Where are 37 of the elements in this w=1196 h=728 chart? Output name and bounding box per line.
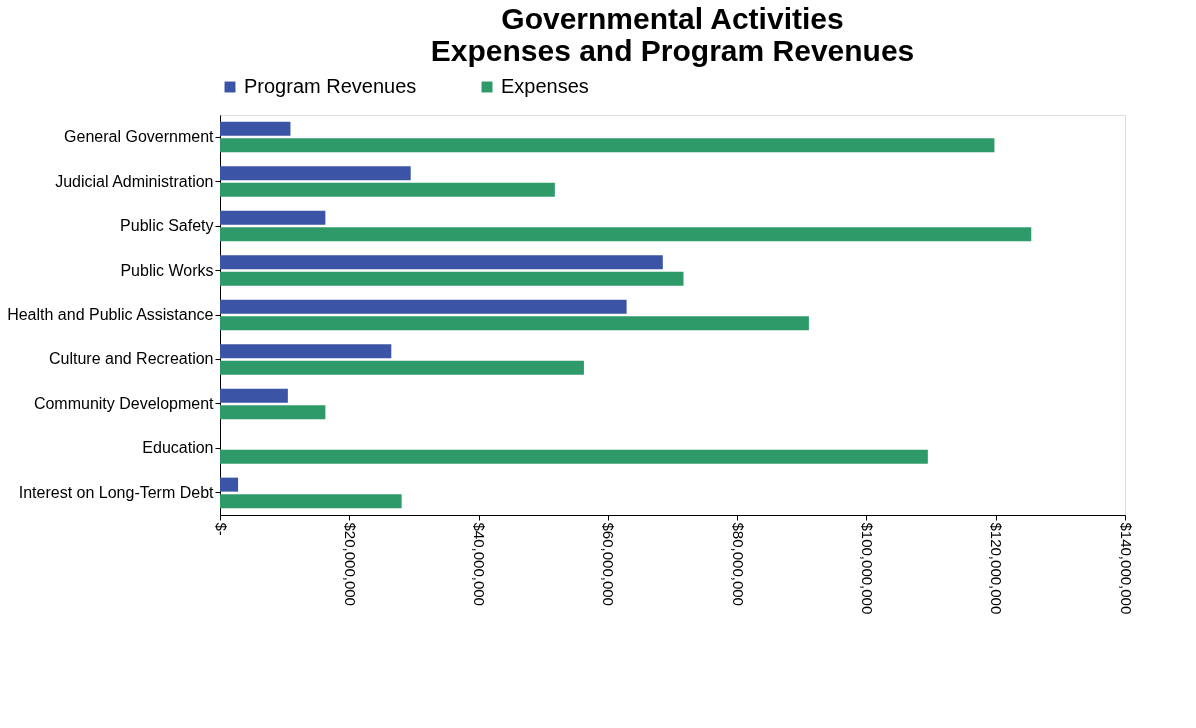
bar xyxy=(220,299,627,314)
y-tick-label: Health and Public Assistance xyxy=(7,306,214,323)
y-tick-label: General Government xyxy=(64,128,215,146)
bar xyxy=(220,449,928,464)
bar xyxy=(220,316,809,331)
x-tick-label: $140,000,000 xyxy=(1117,522,1135,615)
bar xyxy=(220,227,1032,242)
bar xyxy=(220,494,402,509)
y-tick-label: Interest on Long-Term Debt xyxy=(18,483,215,501)
bar xyxy=(220,166,411,181)
legend-label: Program Revenues xyxy=(244,75,417,97)
x-tick-label: $100,000,000 xyxy=(858,522,876,615)
bar xyxy=(220,405,326,420)
legend-label: Expenses xyxy=(501,75,589,97)
bar xyxy=(220,255,663,270)
y-tick-label: Community Development xyxy=(33,394,215,412)
x-tick-label: $20,000,000 xyxy=(341,522,359,606)
bar xyxy=(220,210,326,225)
bar xyxy=(220,182,555,197)
x-tick-label: $40,000,000 xyxy=(471,522,489,606)
x-tick-label: $60,000,000 xyxy=(600,522,618,606)
x-tick-label: $- xyxy=(212,522,230,536)
bar xyxy=(220,360,584,375)
chart-title: Governmental Activities Expenses and Program Revenues xyxy=(430,2,915,67)
bar xyxy=(220,388,288,403)
bar xyxy=(220,271,684,286)
bar xyxy=(220,121,291,136)
bar xyxy=(220,138,995,153)
y-tick-label: Education xyxy=(142,439,214,457)
y-tick-label: Judicial Administration xyxy=(55,172,214,190)
x-tick-label: $80,000,000 xyxy=(729,522,747,606)
bar xyxy=(220,344,392,359)
y-tick-label: Public Works xyxy=(120,261,214,279)
y-tick-label: Public Safety xyxy=(120,217,214,235)
y-tick-label: Culture and Recreation xyxy=(48,350,214,368)
bar xyxy=(220,477,239,492)
x-tick-label: $120,000,000 xyxy=(988,522,1006,615)
